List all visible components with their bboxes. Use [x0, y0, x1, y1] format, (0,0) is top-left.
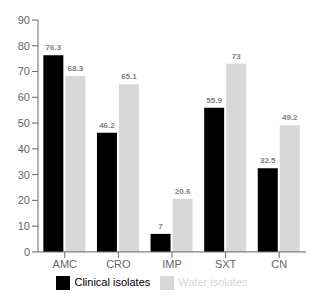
svg-text:40: 40	[18, 143, 30, 155]
svg-text:55.9: 55.9	[206, 96, 222, 105]
svg-text:30: 30	[18, 169, 30, 181]
svg-text:CRO: CRO	[106, 258, 131, 270]
svg-text:70: 70	[18, 65, 30, 77]
html-text:Water isolates: Water isolates	[178, 275, 248, 288]
svg-text:50: 50	[18, 117, 30, 129]
svg-text:46.2: 46.2	[99, 121, 115, 130]
svg-text:20: 20	[18, 194, 30, 206]
svg-text:CN: CN	[271, 258, 287, 270]
svg-text:90: 90	[18, 14, 30, 26]
svg-text:IMP: IMP	[162, 258, 182, 270]
html-text:Clinical isolates: Clinical isolates	[74, 275, 151, 288]
svg-text:68.3: 68.3	[68, 64, 84, 73]
svg-text:20.6: 20.6	[175, 187, 191, 196]
svg-text:49.2: 49.2	[282, 113, 298, 122]
svg-text:60: 60	[18, 91, 30, 103]
svg-text:65.1: 65.1	[121, 72, 137, 81]
svg-text:0: 0	[24, 246, 30, 258]
svg-text:7: 7	[158, 222, 163, 231]
svg-text:AMC: AMC	[53, 258, 78, 270]
svg-text:SXT: SXT	[215, 258, 237, 270]
svg-text:73: 73	[232, 52, 241, 61]
svg-text:76.3: 76.3	[46, 43, 62, 52]
svg-text:10: 10	[18, 220, 30, 232]
svg-text:32.5: 32.5	[260, 156, 276, 165]
svg-text:80: 80	[18, 40, 30, 52]
